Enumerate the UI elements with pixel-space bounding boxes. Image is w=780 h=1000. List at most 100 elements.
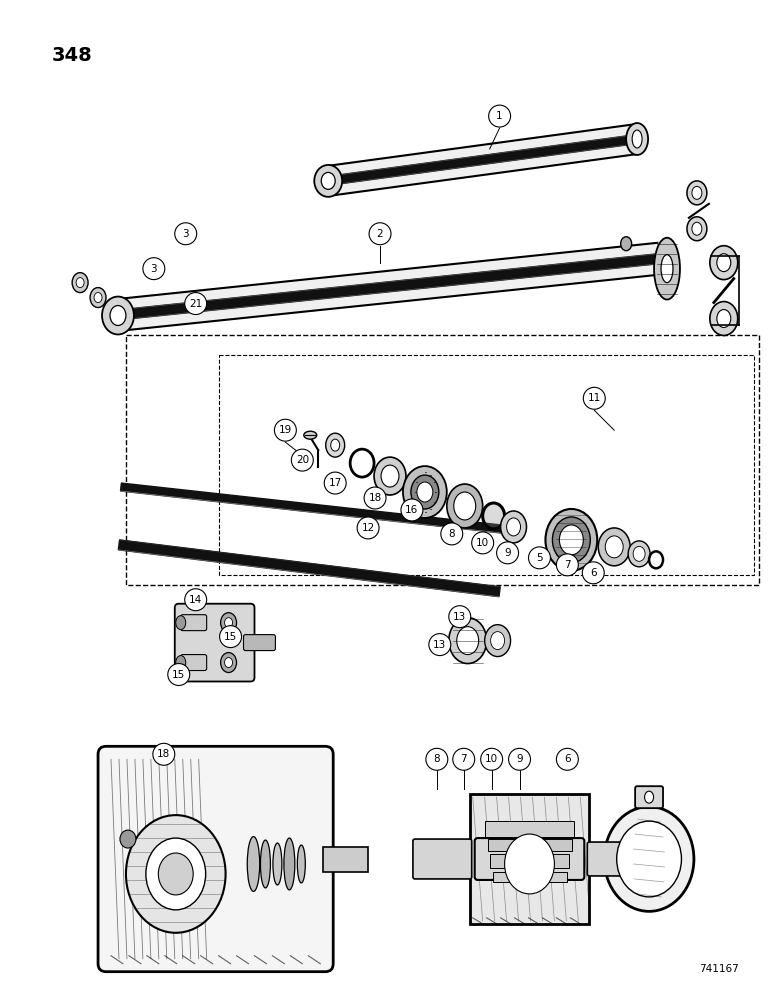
FancyBboxPatch shape	[181, 615, 207, 631]
Ellipse shape	[168, 664, 190, 685]
Text: 8: 8	[434, 754, 440, 764]
Ellipse shape	[76, 278, 84, 288]
Ellipse shape	[221, 653, 236, 673]
Ellipse shape	[273, 843, 282, 885]
Text: 21: 21	[189, 299, 202, 309]
Ellipse shape	[326, 433, 345, 457]
Ellipse shape	[369, 223, 391, 245]
Ellipse shape	[717, 254, 731, 272]
Ellipse shape	[146, 838, 206, 910]
Ellipse shape	[94, 293, 102, 303]
Ellipse shape	[583, 562, 604, 584]
Text: 19: 19	[278, 425, 292, 435]
Text: 18: 18	[368, 493, 381, 503]
Ellipse shape	[621, 237, 632, 251]
Ellipse shape	[501, 511, 526, 543]
Ellipse shape	[628, 541, 650, 567]
Ellipse shape	[654, 238, 680, 300]
Ellipse shape	[225, 658, 232, 668]
Text: 20: 20	[296, 455, 309, 465]
Ellipse shape	[488, 105, 511, 127]
Text: 741167: 741167	[699, 964, 739, 974]
FancyBboxPatch shape	[243, 635, 275, 651]
Text: 13: 13	[433, 640, 446, 650]
Ellipse shape	[448, 618, 487, 664]
Ellipse shape	[261, 840, 271, 888]
Ellipse shape	[292, 449, 314, 471]
Text: 16: 16	[406, 505, 419, 515]
Text: 6: 6	[564, 754, 571, 764]
Ellipse shape	[447, 484, 483, 528]
Ellipse shape	[583, 387, 605, 409]
FancyBboxPatch shape	[493, 872, 567, 882]
Ellipse shape	[321, 172, 335, 189]
Ellipse shape	[529, 547, 551, 569]
Ellipse shape	[710, 302, 738, 335]
Text: 18: 18	[158, 749, 171, 759]
Polygon shape	[112, 243, 661, 331]
FancyBboxPatch shape	[587, 842, 651, 876]
Text: 2: 2	[377, 229, 383, 239]
Ellipse shape	[314, 165, 342, 197]
Ellipse shape	[632, 130, 642, 148]
Ellipse shape	[429, 634, 451, 656]
Polygon shape	[121, 483, 510, 534]
Polygon shape	[112, 254, 660, 320]
Ellipse shape	[403, 466, 447, 518]
Ellipse shape	[426, 748, 448, 770]
Text: 6: 6	[590, 568, 597, 578]
Text: 14: 14	[189, 595, 202, 605]
Ellipse shape	[110, 306, 126, 325]
Ellipse shape	[411, 475, 439, 509]
Ellipse shape	[633, 546, 645, 561]
FancyBboxPatch shape	[181, 655, 207, 671]
Ellipse shape	[126, 815, 225, 933]
Ellipse shape	[661, 255, 673, 283]
Ellipse shape	[143, 258, 165, 280]
FancyBboxPatch shape	[175, 604, 254, 681]
Ellipse shape	[604, 807, 694, 911]
Ellipse shape	[303, 431, 317, 439]
Ellipse shape	[454, 492, 476, 520]
Ellipse shape	[605, 536, 623, 558]
Ellipse shape	[497, 542, 519, 564]
Ellipse shape	[506, 518, 520, 536]
Ellipse shape	[120, 830, 136, 848]
Text: 10: 10	[485, 754, 498, 764]
Ellipse shape	[452, 748, 475, 770]
Ellipse shape	[692, 222, 702, 235]
Ellipse shape	[644, 791, 654, 803]
Text: 17: 17	[328, 478, 342, 488]
Ellipse shape	[509, 748, 530, 770]
Text: 10: 10	[476, 538, 489, 548]
Text: 7: 7	[564, 560, 571, 570]
Text: 13: 13	[453, 612, 466, 622]
Ellipse shape	[505, 834, 555, 894]
Ellipse shape	[374, 457, 406, 495]
Ellipse shape	[552, 517, 590, 563]
Text: 7: 7	[460, 754, 467, 764]
FancyBboxPatch shape	[413, 839, 472, 879]
Text: 11: 11	[587, 393, 601, 403]
Ellipse shape	[381, 465, 399, 487]
Ellipse shape	[158, 853, 193, 895]
Ellipse shape	[556, 748, 578, 770]
Ellipse shape	[556, 554, 578, 576]
FancyBboxPatch shape	[323, 847, 368, 872]
Polygon shape	[326, 124, 639, 196]
Text: 348: 348	[51, 46, 92, 65]
Ellipse shape	[221, 613, 236, 633]
Ellipse shape	[331, 439, 339, 451]
Ellipse shape	[417, 482, 433, 502]
FancyBboxPatch shape	[470, 794, 589, 924]
Ellipse shape	[185, 589, 207, 611]
Ellipse shape	[284, 838, 295, 890]
Ellipse shape	[480, 748, 502, 770]
Text: 15: 15	[224, 632, 237, 642]
Ellipse shape	[717, 310, 731, 327]
Ellipse shape	[247, 837, 260, 891]
Ellipse shape	[710, 246, 738, 280]
Ellipse shape	[153, 743, 175, 765]
FancyBboxPatch shape	[635, 786, 663, 808]
Ellipse shape	[275, 419, 296, 441]
